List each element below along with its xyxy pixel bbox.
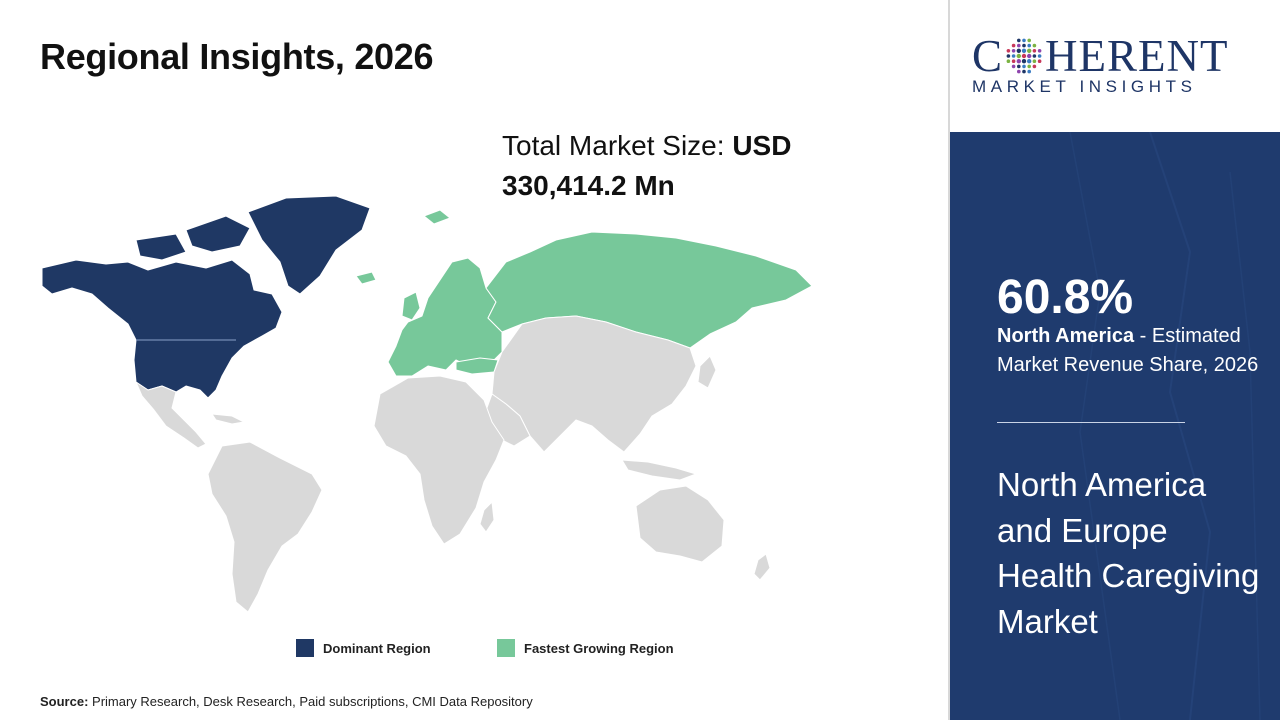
region-africa xyxy=(373,375,505,545)
share-stat: 60.8% xyxy=(997,271,1134,324)
market-headline: North America and Europe Health Caregivi… xyxy=(997,466,1260,640)
legend-dominant-swatch xyxy=(296,639,314,657)
region-caribbean xyxy=(211,413,245,425)
legend-fastest-label: Fastest Growing Region xyxy=(524,640,674,656)
region-mexico-central-america xyxy=(135,381,207,449)
legend-fastest-swatch xyxy=(497,639,515,657)
legend-dominant: Dominant Region xyxy=(296,638,431,658)
logo-subtitle: MARKET INSIGHTS xyxy=(972,77,1197,96)
share-description: North America - Estimated Market Revenue… xyxy=(997,322,1272,380)
share-region: North America xyxy=(997,325,1135,347)
panel-divider xyxy=(997,422,1185,423)
region-south-america xyxy=(207,441,323,613)
highlight-panel: 60.8% North America - Estimated Market R… xyxy=(950,132,1280,720)
legend-fastest: Fastest Growing Region xyxy=(497,638,674,658)
share-description-text: - Estimated Market Revenue Share, 2026 xyxy=(997,325,1259,376)
region-iceland xyxy=(355,271,377,285)
region-svalbard xyxy=(423,209,451,225)
total-market-size: Total Market Size: USD 330,414.2 Mn xyxy=(502,126,842,206)
region-arctic-islands xyxy=(185,215,251,253)
region-uk-ireland xyxy=(401,291,421,321)
logo: C HERENT MARKET INSIGHTS xyxy=(950,0,1280,132)
region-new-zealand xyxy=(753,553,771,581)
logo-letters-rest: HERENT xyxy=(1045,31,1229,81)
market-size-value: USD 330,414.2 Mn xyxy=(502,130,792,201)
region-greenland xyxy=(247,195,371,295)
region-madagascar xyxy=(479,501,495,533)
region-arctic-islands-2 xyxy=(135,233,187,261)
logo-letter-c: C xyxy=(972,31,1004,81)
source-note: Source: Primary Research, Desk Research,… xyxy=(40,694,533,709)
source-label: Source: xyxy=(40,694,89,709)
region-japan xyxy=(697,355,717,389)
region-australia xyxy=(635,485,725,563)
panel-background-texture xyxy=(1069,132,1261,720)
legend-dominant-label: Dominant Region xyxy=(323,640,431,656)
side-panel: C HERENT MARKET INSIGHTS 60.8% North Ame… xyxy=(950,0,1280,720)
vertical-divider xyxy=(948,0,950,720)
world-map xyxy=(41,195,813,613)
logo-dots-icon xyxy=(1006,38,1042,74)
region-indonesia xyxy=(621,459,697,481)
region-north-america xyxy=(41,259,283,399)
source-text: Primary Research, Desk Research, Paid su… xyxy=(88,694,533,709)
market-size-label: Total Market Size: xyxy=(502,130,733,161)
content-area: Regional Insights, 2026 Total Market Siz… xyxy=(40,36,842,709)
page-title: Regional Insights, 2026 xyxy=(40,36,434,77)
logo-wordmark: C HERENT xyxy=(972,30,1229,82)
